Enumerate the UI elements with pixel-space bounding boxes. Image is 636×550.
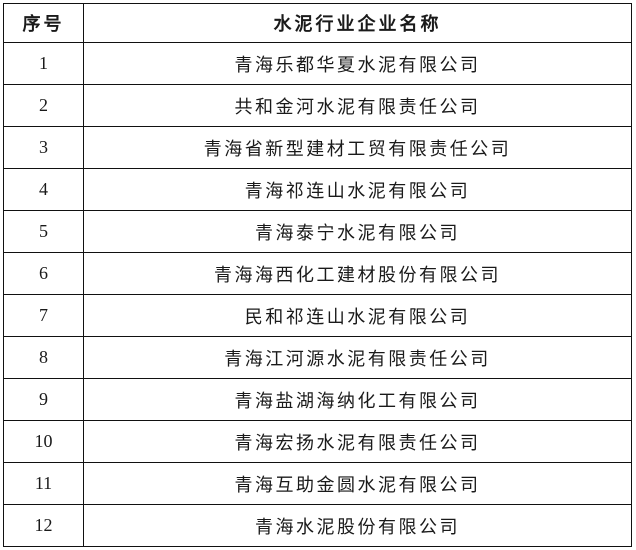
table-row: 11 青海互助金圆水泥有限公司 [3,462,632,505]
row-index: 7 [3,294,84,337]
row-index: 2 [3,84,84,127]
column-header-index: 序号 [3,3,84,43]
table-row: 1 青海乐都华夏水泥有限公司 [3,42,632,85]
company-name: 青海海西化工建材股份有限公司 [83,252,632,295]
company-name: 青海祁连山水泥有限公司 [83,168,632,211]
company-name: 青海江河源水泥有限责任公司 [83,336,632,379]
table-row: 10 青海宏扬水泥有限责任公司 [3,420,632,463]
table-row: 4 青海祁连山水泥有限公司 [3,168,632,211]
row-index: 3 [3,126,84,169]
company-name: 青海省新型建材工贸有限责任公司 [83,126,632,169]
table-row: 6 青海海西化工建材股份有限公司 [3,252,632,295]
company-name: 共和金河水泥有限责任公司 [83,84,632,127]
row-index: 11 [3,462,84,505]
row-index: 5 [3,210,84,253]
table-row: 3 青海省新型建材工贸有限责任公司 [3,126,632,169]
company-name: 青海盐湖海纳化工有限公司 [83,378,632,421]
column-header-company-name: 水泥行业企业名称 [83,3,632,43]
company-name: 青海泰宁水泥有限公司 [83,210,632,253]
company-name: 青海宏扬水泥有限责任公司 [83,420,632,463]
table-row: 9 青海盐湖海纳化工有限公司 [3,378,632,421]
row-index: 9 [3,378,84,421]
row-index: 8 [3,336,84,379]
company-name: 青海乐都华夏水泥有限公司 [83,42,632,85]
table-row: 2 共和金河水泥有限责任公司 [3,84,632,127]
table-row: 12 青海水泥股份有限公司 [3,504,632,547]
company-name: 民和祁连山水泥有限公司 [83,294,632,337]
row-index: 1 [3,42,84,85]
company-name: 青海水泥股份有限公司 [83,504,632,547]
cement-companies-table: 序号 水泥行业企业名称 1 青海乐都华夏水泥有限公司 2 共和金河水泥有限责任公… [3,3,632,547]
table-header-row: 序号 水泥行业企业名称 [3,3,632,43]
row-index: 12 [3,504,84,547]
table-row: 5 青海泰宁水泥有限公司 [3,210,632,253]
row-index: 6 [3,252,84,295]
table-row: 8 青海江河源水泥有限责任公司 [3,336,632,379]
row-index: 4 [3,168,84,211]
table-row: 7 民和祁连山水泥有限公司 [3,294,632,337]
row-index: 10 [3,420,84,463]
company-name: 青海互助金圆水泥有限公司 [83,462,632,505]
